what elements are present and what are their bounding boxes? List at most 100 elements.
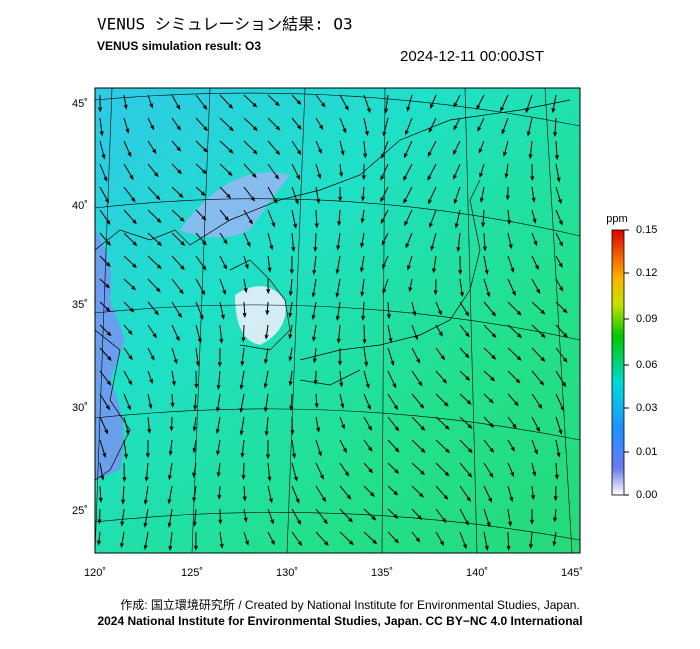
wind-arrow bbox=[435, 324, 443, 337]
wind-arrow bbox=[263, 393, 269, 413]
wind-arrow bbox=[430, 232, 437, 251]
wind-arrow bbox=[195, 94, 208, 110]
wind-arrow bbox=[123, 186, 136, 203]
wind-arrow bbox=[241, 324, 246, 343]
wind-arrow bbox=[240, 439, 245, 459]
wind-arrow bbox=[531, 232, 538, 247]
wind-arrow bbox=[313, 232, 318, 253]
lon-label: 135˚ bbox=[371, 567, 393, 579]
wind-arrow bbox=[243, 531, 249, 546]
wind-arrow bbox=[171, 209, 185, 222]
wind-arrow bbox=[315, 94, 326, 108]
wind-arrow bbox=[291, 186, 299, 205]
wind-arrow bbox=[147, 347, 155, 361]
lat-labels: 45˚ 40˚ 35˚ 30˚ 25˚ bbox=[72, 98, 88, 517]
wind-arrow bbox=[243, 232, 251, 248]
gridlines bbox=[95, 88, 580, 553]
wind-arrow bbox=[339, 163, 344, 178]
wind-arrow bbox=[361, 186, 366, 202]
wind-arrow bbox=[219, 531, 224, 549]
wind-arrow bbox=[193, 393, 198, 411]
wind-arrow bbox=[195, 278, 206, 296]
wind-arrow bbox=[435, 485, 449, 500]
wind-arrow bbox=[555, 301, 568, 314]
wind-arrow bbox=[167, 462, 173, 481]
wind-arrow bbox=[314, 209, 319, 229]
wind-arrow bbox=[288, 278, 293, 297]
wind-arrow bbox=[243, 94, 258, 108]
wind-arrow bbox=[453, 186, 461, 205]
wind-arrow bbox=[339, 94, 349, 111]
wind-arrow bbox=[123, 347, 133, 361]
wind-arrow bbox=[195, 117, 208, 132]
wind-arrow bbox=[289, 393, 294, 411]
low-region bbox=[235, 286, 286, 345]
wind-arrow bbox=[504, 163, 509, 179]
wind-arrow bbox=[459, 324, 470, 338]
wind-arrow bbox=[96, 531, 101, 546]
wind-arrow bbox=[408, 278, 413, 293]
wind-arrow bbox=[481, 209, 486, 228]
wind-arrow bbox=[453, 140, 461, 156]
wind-arrow bbox=[243, 117, 258, 132]
wind-arrow bbox=[363, 416, 373, 432]
wind-arrow bbox=[215, 416, 221, 435]
wind-arrow bbox=[359, 255, 365, 273]
wind-arrow bbox=[99, 370, 112, 386]
wind-arrow bbox=[411, 324, 418, 341]
wind-arrow bbox=[147, 140, 157, 154]
wind-arrow bbox=[144, 462, 149, 482]
wind-arrow bbox=[99, 163, 108, 182]
wind-arrow bbox=[219, 255, 227, 270]
wind-arrow bbox=[195, 324, 202, 344]
wind-arrow bbox=[288, 301, 293, 318]
wind-arrow bbox=[505, 186, 510, 201]
wind-arrow bbox=[459, 439, 473, 454]
wind-arrow bbox=[288, 347, 293, 362]
wind-arrow bbox=[554, 140, 559, 161]
wind-arrow bbox=[531, 301, 546, 315]
wind-arrow bbox=[339, 485, 352, 500]
wind-arrow bbox=[263, 347, 269, 365]
wind-arrow bbox=[363, 117, 369, 137]
wind-arrow bbox=[99, 439, 107, 459]
wind-arrow bbox=[459, 347, 470, 359]
wind-arrow bbox=[216, 439, 221, 456]
wind-arrow bbox=[171, 278, 184, 295]
wind-arrow bbox=[120, 508, 125, 527]
wind-arrow bbox=[315, 439, 322, 457]
wind-arrow bbox=[121, 485, 126, 505]
wind-arrow bbox=[336, 324, 341, 344]
wind-arrow bbox=[507, 232, 513, 250]
wind-arrow bbox=[99, 140, 106, 160]
wind-arrow bbox=[147, 186, 161, 201]
wind-arrow bbox=[265, 301, 270, 316]
wind-arrow bbox=[427, 163, 437, 181]
wind-arrow bbox=[243, 163, 257, 179]
wind-arrow bbox=[311, 278, 317, 298]
wind-arrow bbox=[411, 439, 426, 453]
wind-arrow bbox=[123, 393, 131, 411]
wind-arrow bbox=[387, 370, 397, 389]
wind-arrow bbox=[123, 324, 133, 336]
wind-arrow bbox=[363, 393, 371, 411]
wind-arrow bbox=[483, 278, 491, 298]
wind-arrow bbox=[382, 117, 389, 137]
wind-arrow bbox=[411, 508, 423, 521]
datetime: 2024-12-11 00:00JST bbox=[400, 48, 544, 65]
lon-label: 140˚ bbox=[466, 567, 488, 579]
wind-arrow bbox=[143, 508, 149, 528]
wind-arrow bbox=[217, 485, 222, 500]
wind-arrow bbox=[193, 531, 198, 551]
wind-arrow bbox=[311, 301, 317, 320]
wind-arrow bbox=[386, 301, 391, 320]
wind-arrow bbox=[312, 255, 317, 276]
wind-arrow bbox=[171, 324, 180, 342]
wind-arrow bbox=[315, 186, 321, 205]
wind-arrow bbox=[453, 163, 461, 180]
wind-arrow bbox=[123, 255, 137, 269]
wind-arrow bbox=[553, 508, 558, 523]
wind-arrow bbox=[405, 117, 413, 136]
wind-arrow bbox=[555, 278, 564, 292]
wind-arrow bbox=[363, 140, 368, 159]
